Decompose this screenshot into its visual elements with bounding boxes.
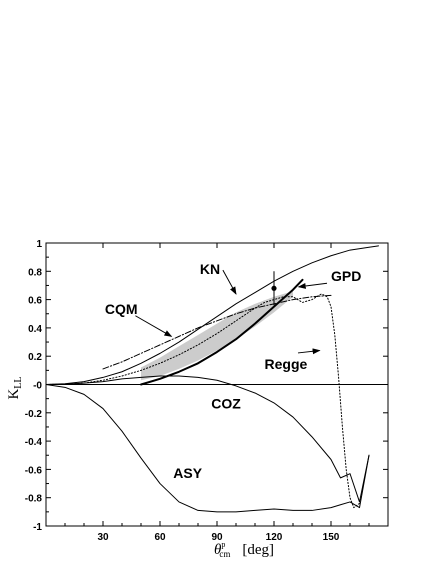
y-tick-label: -0 (33, 381, 42, 392)
y-tick-label: 0.6 (28, 296, 42, 307)
tick-layer: 30 60 90 120 150 1 0.8 0.6 0.4 0.2 -0 -0.2 -0.4 -0.6 -… (25, 239, 388, 543)
y-tick-label: -1 (33, 522, 42, 533)
data-point-layer (271, 271, 277, 306)
x-tick-label: 30 (97, 532, 109, 543)
x-axis-title: θp cm [deg] (214, 540, 274, 559)
y-axis-title: KLL (6, 376, 24, 399)
annotation-arrow-kn (222, 269, 237, 295)
y-tick-label: -0.2 (25, 409, 43, 420)
annotation-gpd: GPD (331, 268, 361, 284)
y-tick-label: 0.4 (28, 324, 42, 335)
annotation-arrow-regge (297, 348, 321, 355)
y-tick-label: -0.8 (25, 494, 43, 505)
gpd-uncertainty-band-layer (141, 291, 293, 381)
y-tick-label: -0.4 (25, 437, 43, 448)
series-regge-line (45, 293, 360, 509)
y-axis-title-sub: LL (13, 376, 24, 388)
x-axis-title-sup: p (221, 540, 225, 549)
x-axis-title-symbol: θ (214, 542, 222, 558)
axis-titles: KLL θp cm [deg] (6, 376, 274, 559)
gpd-uncertainty-band (141, 291, 293, 381)
series-layer (45, 245, 379, 513)
y-tick-label: 0.8 (28, 267, 42, 278)
annotation-arrow-cqm (135, 315, 173, 337)
annotation-regge: Regge (265, 356, 308, 372)
annotation-layer: KN GPD CQM Regge COZ ASY (105, 261, 361, 481)
annotation-asy: ASY (173, 465, 202, 481)
x-tick-label: 60 (154, 532, 166, 543)
annotation-cqm: CQM (105, 301, 138, 317)
x-tick-label: 150 (323, 532, 340, 543)
x-axis-title-unit: [deg] (242, 542, 274, 558)
y-tick-label: 0.2 (28, 352, 42, 363)
annotation-coz: COZ (211, 396, 241, 412)
y-tick-label: -0.6 (25, 465, 43, 476)
series-gpd-line (140, 278, 304, 386)
x-axis-title-sub: cm (219, 549, 230, 559)
series-coz-line (45, 375, 370, 503)
y-tick-label: 1 (36, 239, 42, 250)
data-point-marker (271, 285, 277, 291)
series-asy-line (45, 384, 370, 513)
x-tick-label: 90 (211, 532, 223, 543)
x-tick-label: 120 (266, 532, 283, 543)
series-kn-line (45, 245, 379, 385)
y-axis-title-main: K (6, 389, 22, 400)
annotation-kn: KN (200, 261, 220, 277)
annotation-arrow-gpd (297, 282, 328, 289)
series-cqm-line (102, 294, 332, 370)
